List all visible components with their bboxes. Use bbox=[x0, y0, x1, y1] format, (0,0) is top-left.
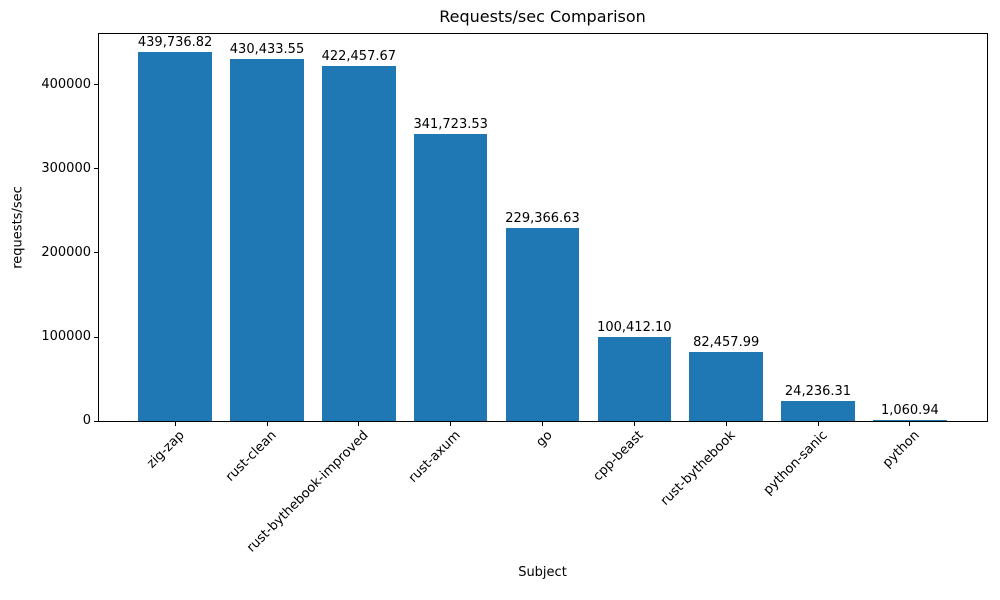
bar-rust-axum bbox=[413, 133, 488, 421]
bar-rust-bythebook bbox=[689, 351, 763, 421]
y-tick-mark bbox=[94, 84, 98, 86]
bar-value-label: 1,060.94 bbox=[880, 403, 939, 418]
x-tick-mark bbox=[633, 422, 635, 426]
bar-cpp-beast bbox=[597, 336, 672, 421]
y-tick-mark bbox=[94, 420, 98, 422]
x-tick-mark bbox=[817, 422, 819, 426]
y-tick-label: 100000 bbox=[41, 329, 91, 344]
chart-title: Requests/sec Comparison bbox=[439, 7, 646, 26]
bar-python-sanic bbox=[781, 400, 855, 421]
bar-python bbox=[873, 420, 947, 421]
bar-value-label: 341,723.53 bbox=[413, 116, 488, 132]
bar-value-label: 82,457.99 bbox=[693, 334, 760, 350]
bar-value-label: 229,366.63 bbox=[505, 211, 580, 227]
bar-value-label: 439,736.82 bbox=[137, 34, 213, 50]
y-tick-label: 0 bbox=[82, 413, 91, 428]
bar-go bbox=[505, 228, 580, 421]
y-tick-label: 200000 bbox=[41, 244, 91, 260]
x-tick-mark bbox=[174, 422, 176, 426]
bar-value-label: 100,412.10 bbox=[597, 319, 672, 335]
x-tick-mark bbox=[450, 422, 452, 426]
bar-rust-clean bbox=[230, 59, 304, 421]
bar-value-label: 430,433.55 bbox=[229, 42, 305, 58]
bar-rust-bythebook-improved bbox=[322, 66, 396, 421]
x-tick-mark bbox=[266, 422, 268, 426]
y-tick-label: 400000 bbox=[41, 76, 91, 92]
y-axis-label: requests/sec bbox=[10, 186, 26, 269]
bar-zig-zap bbox=[138, 51, 212, 421]
bar-value-label: 24,236.31 bbox=[784, 383, 852, 399]
x-tick-mark bbox=[909, 422, 911, 426]
bar-value-label: 422,457.67 bbox=[321, 49, 397, 64]
x-tick-mark bbox=[725, 422, 727, 426]
x-tick-mark bbox=[542, 422, 543, 426]
x-tick-mark bbox=[358, 422, 360, 426]
y-tick-label: 300000 bbox=[41, 160, 91, 176]
x-axis-label: Subject bbox=[518, 565, 567, 580]
y-tick-mark bbox=[94, 168, 98, 170]
y-tick-mark bbox=[94, 252, 98, 254]
y-tick-mark bbox=[94, 336, 98, 338]
